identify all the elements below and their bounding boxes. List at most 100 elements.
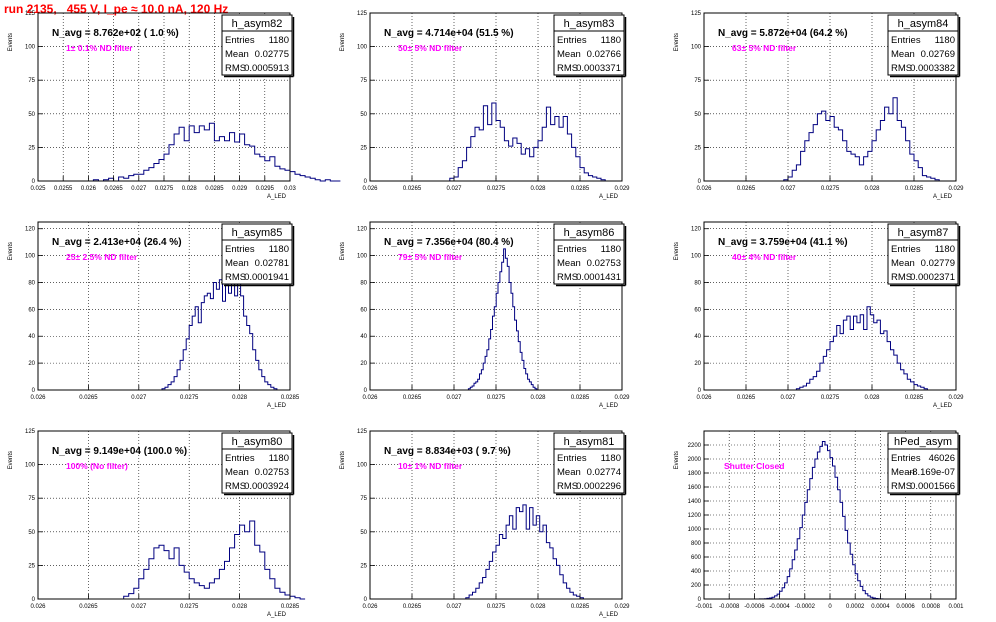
- stats-key: Entries: [557, 35, 587, 46]
- stats-box-frame: [221, 223, 293, 285]
- x-tick-label: 0.028: [864, 395, 880, 401]
- y-tick-label: 20: [360, 361, 367, 367]
- y-tick-label: 100: [357, 254, 368, 260]
- stats-box: h_asym87 Entries 1180 Mean 0.02779 RMS0.00023…: [887, 223, 961, 287]
- y-tick-label: 1800: [688, 471, 702, 477]
- y-tick-label: 100: [25, 254, 36, 260]
- x-tick-label: 0.027: [780, 186, 796, 192]
- y-tick-label: 100: [25, 45, 36, 51]
- x-tick-label: 0.029: [948, 186, 964, 192]
- x-tick-label: 0: [828, 604, 832, 610]
- stats-key: Mean: [891, 258, 915, 269]
- x-tick-label: 0.0265: [737, 186, 756, 192]
- y-tick-label: 40: [28, 334, 35, 340]
- histogram-series-h_asym82: [78, 122, 341, 182]
- y-tick-label: 800: [691, 541, 702, 547]
- y-axis-title: Events: [8, 242, 14, 260]
- x-tick-label: -0.001: [695, 604, 713, 610]
- y-tick-label: 400: [691, 569, 702, 575]
- x-tick-label: 0.0006: [896, 604, 915, 610]
- y-tick-label: 125: [25, 11, 36, 17]
- x-tick-label: 0.03: [284, 186, 296, 192]
- stats-value: 0.02769: [921, 49, 955, 60]
- x-tick-label: 0.0285: [281, 604, 300, 610]
- histogram-panel-h_asym87: 0.026 0.0265 0.027 0.0275 0.028 0.0285 0.029 0 2…: [674, 221, 964, 409]
- x-tick-label: 0.029: [614, 604, 630, 610]
- stats-value: 0.02775: [255, 49, 289, 60]
- filter-label: 10± 1% ND filter: [398, 461, 463, 471]
- stats-key: Entries: [891, 35, 921, 46]
- y-tick-label: 120: [357, 227, 368, 233]
- stats-key: Mean: [557, 467, 581, 478]
- stats-key: RMS: [891, 63, 912, 74]
- x-tick-label: 0.0275: [487, 395, 506, 401]
- y-tick-label: 100: [357, 45, 368, 51]
- x-tick-label: -0.0004: [769, 604, 790, 610]
- y-axis-title: Events: [674, 242, 680, 260]
- n-avg-label: N_avg = 8.762e+02 ( 1.0 %): [52, 28, 179, 39]
- stats-title: h_asym87: [898, 227, 949, 239]
- stats-key: Entries: [891, 453, 921, 464]
- x-tick-label: 0.026: [696, 186, 712, 192]
- stats-key: Mean: [557, 258, 581, 269]
- stats-box: hPed_asym Entries 46026 Mean-8.169e-07 RMS0.…: [887, 432, 961, 496]
- histogram-series-h_asym87: [795, 306, 931, 391]
- filter-label: 1± 0.1% ND filter: [66, 43, 133, 53]
- y-tick-label: 2200: [688, 443, 702, 449]
- stats-key: RMS: [225, 63, 246, 74]
- histogram-panel-h_asym85: 0.026 0.0265 0.027 0.0275 0.028 0.0285 0 20 40 60…: [8, 221, 300, 409]
- y-tick-label: 80: [694, 280, 701, 286]
- stats-value: 0.0002371: [910, 272, 955, 283]
- x-tick-label: 0.0008: [922, 604, 941, 610]
- n-avg-label: N_avg = 5.872e+04 (64.2 %): [718, 28, 848, 39]
- stats-box-frame: [553, 432, 625, 494]
- x-axis-title: A_LED: [933, 194, 953, 200]
- histogram-series-h_asym85: [159, 265, 280, 391]
- histogram-series-h_asym86: [466, 248, 539, 391]
- stats-key: RMS: [557, 63, 578, 74]
- x-tick-label: 0.026: [81, 186, 97, 192]
- x-tick-label: 0.0285: [905, 186, 924, 192]
- n-avg-label: N_avg = 4.714e+04 (51.5 %): [384, 28, 514, 39]
- y-tick-label: 0: [364, 597, 368, 603]
- y-tick-label: 0: [364, 179, 368, 185]
- stats-box: h_asym83 Entries 1180 Mean 0.02766 RMS0.00033…: [553, 14, 627, 78]
- x-tick-label: 0.026: [362, 186, 378, 192]
- filter-label: 25± 2.5% ND filter: [66, 252, 138, 262]
- y-tick-label: 1200: [688, 513, 702, 519]
- stats-box-frame: [887, 223, 959, 285]
- stats-box: h_asym85 Entries 1180 Mean 0.02781 RMS0.00019…: [221, 223, 295, 287]
- filter-label: 40± 4% ND filter: [732, 252, 797, 262]
- y-tick-label: 125: [691, 11, 702, 17]
- histogram-panel-h_asym80: 0.026 0.0265 0.027 0.0275 0.028 0.0285 0 25 50 75…: [8, 429, 306, 618]
- stats-value: 0.02774: [587, 467, 621, 478]
- stats-title: h_asym80: [232, 436, 283, 448]
- stats-value: 1180: [269, 244, 289, 255]
- stats-key: Entries: [225, 244, 255, 255]
- stats-value: 1180: [935, 244, 955, 255]
- y-tick-label: 0: [698, 179, 702, 185]
- stats-value: 1180: [269, 35, 289, 46]
- x-tick-label: 0.0004: [871, 604, 890, 610]
- x-tick-label: -0.0006: [744, 604, 765, 610]
- y-tick-label: 100: [691, 254, 702, 260]
- stats-value: 0.02781: [255, 258, 289, 269]
- y-tick-label: 600: [691, 555, 702, 561]
- x-tick-label: 0.0275: [155, 186, 174, 192]
- x-tick-label: 0.026: [696, 395, 712, 401]
- y-tick-label: 50: [360, 112, 367, 118]
- histogram-panel-h_asym83: 0.026 0.0265 0.027 0.0275 0.028 0.0285 0.029 0 2…: [340, 11, 630, 200]
- stats-key: Mean: [891, 49, 915, 60]
- y-tick-label: 125: [357, 11, 368, 17]
- stats-value: 0.02766: [587, 49, 621, 60]
- histogram-series-h_asym80: [118, 520, 306, 600]
- stats-key: Mean: [557, 49, 581, 60]
- x-tick-label: 0.0255: [54, 186, 73, 192]
- x-axis-title: A_LED: [599, 403, 619, 409]
- x-tick-label: -0.0002: [795, 604, 816, 610]
- x-tick-label: 0.0285: [571, 395, 590, 401]
- y-tick-label: 25: [694, 145, 701, 151]
- y-tick-label: 2000: [688, 457, 702, 463]
- stats-value: 0.0001431: [576, 272, 621, 283]
